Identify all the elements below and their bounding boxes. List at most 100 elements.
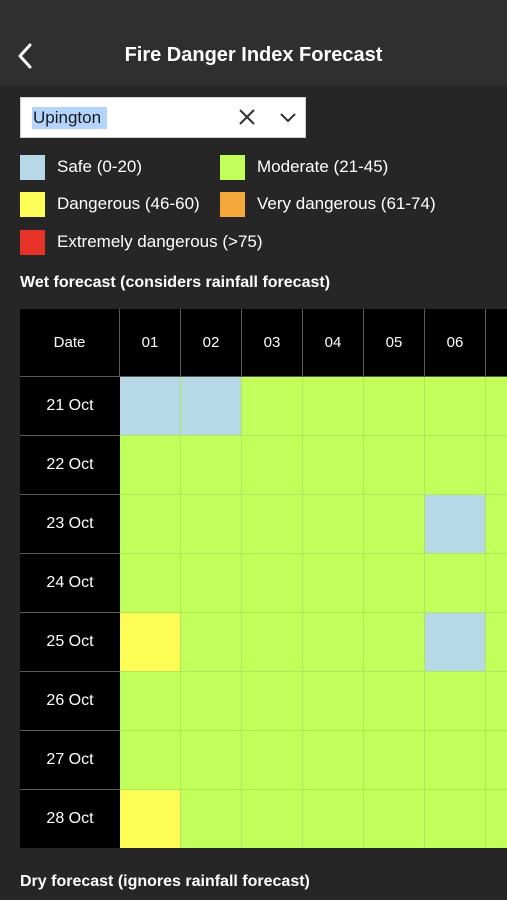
- forecast-cell-moderate[interactable]: [120, 731, 181, 790]
- dropdown-button[interactable]: [276, 107, 300, 129]
- forecast-cell-safe[interactable]: [120, 377, 181, 436]
- forecast-cell-moderate[interactable]: [364, 613, 425, 672]
- forecast-cell-moderate[interactable]: [181, 495, 242, 554]
- date-row-label: 26 Oct: [20, 672, 120, 731]
- forecast-cell-moderate[interactable]: [364, 731, 425, 790]
- page-title: Fire Danger Index Forecast: [124, 44, 383, 66]
- hour-column-header: 01: [120, 309, 181, 377]
- forecast-cell-moderate[interactable]: [303, 495, 364, 554]
- forecast-cell-safe[interactable]: [181, 377, 242, 436]
- forecast-cell-moderate[interactable]: [303, 790, 364, 848]
- forecast-cell-moderate[interactable]: [120, 672, 181, 731]
- chevron-down-icon: [280, 113, 296, 123]
- legend-item-extremely-dangerous: Extremely dangerous (>75): [20, 229, 263, 255]
- legend-label: Safe (0-20): [57, 157, 143, 176]
- legend-label: Moderate (21-45): [257, 157, 389, 176]
- legend-swatch: [20, 191, 45, 217]
- forecast-cell-moderate[interactable]: [486, 377, 507, 436]
- forecast-cell-moderate[interactable]: [181, 731, 242, 790]
- forecast-cell-moderate[interactable]: [364, 436, 425, 495]
- date-row-label: 23 Oct: [20, 495, 120, 554]
- wet-forecast-title: Wet forecast (considers rainfall forecas…: [20, 274, 331, 291]
- legend-swatch: [220, 154, 245, 180]
- forecast-cell-moderate[interactable]: [486, 790, 507, 848]
- legend-item-very-dangerous: Very dangerous (61-74): [220, 191, 436, 217]
- legend-item-moderate: Moderate (21-45): [220, 154, 388, 180]
- forecast-cell-moderate[interactable]: [425, 436, 486, 495]
- forecast-cell-moderate[interactable]: [364, 377, 425, 436]
- forecast-cell-dangerous[interactable]: [120, 790, 181, 848]
- dry-forecast-title: Dry forecast (ignores rainfall forecast): [20, 873, 310, 890]
- legend-label: Very dangerous (61-74): [257, 194, 436, 213]
- chevron-left-icon: [18, 43, 32, 69]
- date-row-label: 28 Oct: [20, 790, 120, 848]
- forecast-cell-moderate[interactable]: [425, 790, 486, 848]
- forecast-cell-moderate[interactable]: [242, 436, 303, 495]
- legend-swatch: [220, 191, 245, 217]
- legend-item-dangerous: Dangerous (46-60): [20, 191, 200, 217]
- date-row-label: 21 Oct: [20, 377, 120, 436]
- forecast-cell-moderate[interactable]: [364, 790, 425, 848]
- forecast-cell-dangerous[interactable]: [120, 613, 181, 672]
- forecast-cell-moderate[interactable]: [242, 790, 303, 848]
- forecast-cell-moderate[interactable]: [486, 672, 507, 731]
- location-input[interactable]: [31, 107, 231, 129]
- forecast-cell-moderate[interactable]: [303, 672, 364, 731]
- date-row-label: 27 Oct: [20, 731, 120, 790]
- hour-column-header: 02: [181, 309, 242, 377]
- forecast-cell-moderate[interactable]: [242, 377, 303, 436]
- date-row-label: 22 Oct: [20, 436, 120, 495]
- legend-item-safe: Safe (0-20): [20, 154, 142, 180]
- forecast-cell-moderate[interactable]: [181, 790, 242, 848]
- forecast-cell-moderate[interactable]: [364, 672, 425, 731]
- legend-swatch: [20, 229, 45, 255]
- forecast-cell-moderate[interactable]: [120, 554, 181, 613]
- forecast-cell-moderate[interactable]: [242, 672, 303, 731]
- forecast-cell-moderate[interactable]: [486, 731, 507, 790]
- wet-forecast-grid[interactable]: Date 01 02 03 04 05 06 21 Oct 22 Oct 23 Oct 24 Oct…: [20, 309, 507, 848]
- legend-label: Extremely dangerous (>75): [57, 232, 263, 251]
- clear-button[interactable]: [235, 107, 259, 129]
- legend-swatch: [20, 154, 45, 180]
- hour-column-header: 06: [425, 309, 486, 377]
- forecast-cell-safe[interactable]: [425, 613, 486, 672]
- forecast-cell-safe[interactable]: [425, 495, 486, 554]
- hour-column-header: 03: [242, 309, 303, 377]
- forecast-cell-moderate[interactable]: [303, 613, 364, 672]
- forecast-cell-moderate[interactable]: [242, 554, 303, 613]
- forecast-cell-moderate[interactable]: [486, 495, 507, 554]
- forecast-cell-moderate[interactable]: [364, 495, 425, 554]
- forecast-cell-moderate[interactable]: [181, 613, 242, 672]
- forecast-cell-moderate[interactable]: [120, 436, 181, 495]
- hour-column-header: 05: [364, 309, 425, 377]
- forecast-cell-moderate[interactable]: [120, 495, 181, 554]
- forecast-cell-moderate[interactable]: [425, 731, 486, 790]
- forecast-cell-moderate[interactable]: [303, 731, 364, 790]
- location-select[interactable]: [20, 97, 306, 138]
- forecast-cell-moderate[interactable]: [242, 731, 303, 790]
- forecast-cell-moderate[interactable]: [486, 613, 507, 672]
- forecast-cell-moderate[interactable]: [181, 554, 242, 613]
- forecast-cell-moderate[interactable]: [425, 554, 486, 613]
- forecast-cell-moderate[interactable]: [486, 436, 507, 495]
- forecast-cell-moderate[interactable]: [303, 554, 364, 613]
- forecast-cell-moderate[interactable]: [181, 436, 242, 495]
- date-column-header: Date: [20, 309, 120, 377]
- back-button[interactable]: [10, 36, 40, 76]
- date-row-label: 24 Oct: [20, 554, 120, 613]
- forecast-cell-moderate[interactable]: [181, 672, 242, 731]
- forecast-cell-moderate[interactable]: [425, 377, 486, 436]
- hour-column-header: [486, 309, 507, 377]
- forecast-cell-moderate[interactable]: [303, 436, 364, 495]
- forecast-cell-moderate[interactable]: [486, 554, 507, 613]
- forecast-cell-moderate[interactable]: [242, 613, 303, 672]
- forecast-cell-moderate[interactable]: [425, 672, 486, 731]
- forecast-cell-moderate[interactable]: [242, 495, 303, 554]
- hour-column-header: 04: [303, 309, 364, 377]
- close-icon: [239, 109, 255, 125]
- date-row-label: 25 Oct: [20, 613, 120, 672]
- forecast-cell-moderate[interactable]: [303, 377, 364, 436]
- forecast-cell-moderate[interactable]: [364, 554, 425, 613]
- app-header: Fire Danger Index Forecast: [0, 0, 507, 86]
- legend-label: Dangerous (46-60): [57, 194, 200, 213]
